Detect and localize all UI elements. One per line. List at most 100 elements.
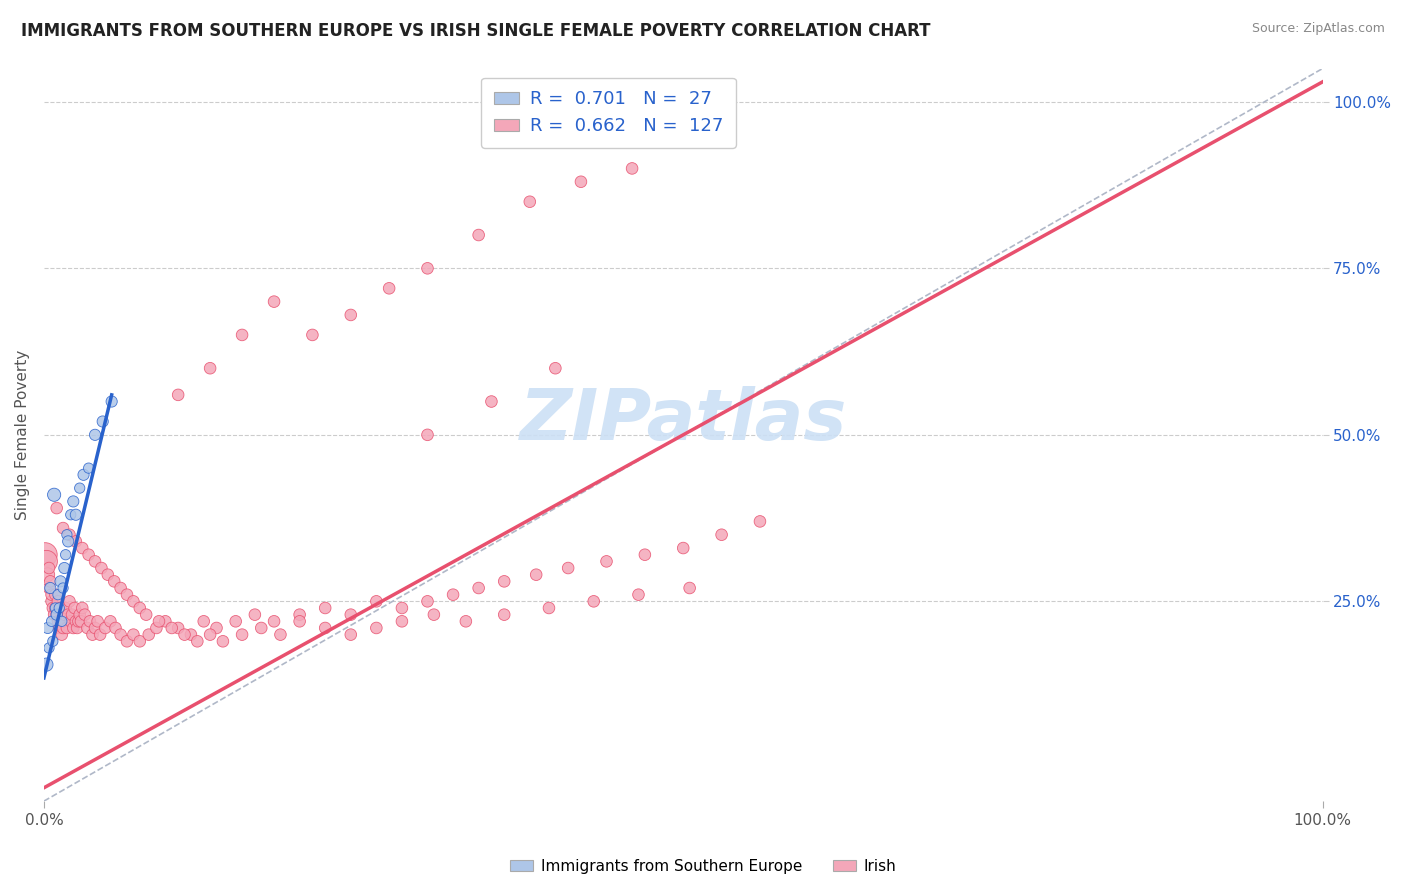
Point bbox=[672, 541, 695, 555]
Point bbox=[314, 621, 336, 635]
Point bbox=[42, 601, 65, 615]
Point bbox=[231, 627, 253, 641]
Point bbox=[39, 581, 62, 595]
Point bbox=[122, 627, 145, 641]
Point bbox=[595, 554, 617, 568]
Point bbox=[678, 581, 700, 595]
Point bbox=[198, 627, 221, 641]
Point bbox=[519, 194, 541, 209]
Point bbox=[91, 415, 114, 429]
Point bbox=[37, 567, 59, 582]
Point bbox=[58, 594, 80, 608]
Legend: Immigrants from Southern Europe, Irish: Immigrants from Southern Europe, Irish bbox=[503, 853, 903, 880]
Point bbox=[288, 607, 311, 622]
Point bbox=[494, 574, 516, 589]
Point bbox=[37, 621, 59, 635]
Point bbox=[122, 594, 145, 608]
Point bbox=[115, 588, 138, 602]
Point bbox=[49, 601, 72, 615]
Point bbox=[55, 548, 77, 562]
Point bbox=[39, 574, 62, 589]
Point bbox=[51, 627, 73, 641]
Point bbox=[35, 657, 58, 672]
Legend: R =  0.701   N =  27, R =  0.662   N =  127: R = 0.701 N = 27, R = 0.662 N = 127 bbox=[481, 78, 737, 148]
Point bbox=[94, 621, 117, 635]
Point bbox=[467, 581, 489, 595]
Point bbox=[582, 594, 605, 608]
Point bbox=[77, 461, 100, 475]
Point bbox=[45, 607, 67, 622]
Point bbox=[42, 607, 65, 622]
Point bbox=[46, 588, 69, 602]
Point bbox=[710, 527, 733, 541]
Point bbox=[56, 534, 79, 549]
Point bbox=[44, 601, 66, 615]
Point bbox=[84, 554, 107, 568]
Point bbox=[52, 621, 75, 635]
Point bbox=[115, 634, 138, 648]
Point bbox=[41, 615, 63, 629]
Point bbox=[42, 488, 65, 502]
Point bbox=[173, 627, 195, 641]
Point bbox=[557, 561, 579, 575]
Point bbox=[51, 615, 73, 629]
Point bbox=[59, 508, 82, 522]
Point bbox=[263, 615, 285, 629]
Point bbox=[38, 640, 60, 655]
Point bbox=[65, 534, 87, 549]
Point bbox=[35, 554, 58, 568]
Point bbox=[65, 508, 87, 522]
Point bbox=[49, 574, 72, 589]
Point bbox=[128, 601, 150, 615]
Point bbox=[481, 394, 503, 409]
Point bbox=[339, 308, 361, 322]
Point bbox=[82, 627, 104, 641]
Point bbox=[135, 607, 157, 622]
Point bbox=[269, 627, 291, 641]
Point bbox=[60, 607, 83, 622]
Point bbox=[180, 627, 202, 641]
Point bbox=[59, 615, 82, 629]
Point bbox=[263, 294, 285, 309]
Point bbox=[391, 601, 413, 615]
Point bbox=[53, 607, 76, 622]
Point bbox=[454, 615, 477, 629]
Point bbox=[69, 607, 91, 622]
Point bbox=[48, 621, 70, 635]
Point bbox=[67, 615, 90, 629]
Point bbox=[53, 615, 76, 629]
Point bbox=[79, 615, 101, 629]
Point bbox=[62, 621, 84, 635]
Point bbox=[288, 615, 311, 629]
Point bbox=[243, 607, 266, 622]
Point bbox=[90, 561, 112, 575]
Point bbox=[89, 627, 111, 641]
Point bbox=[416, 261, 439, 276]
Point bbox=[65, 615, 87, 629]
Point bbox=[84, 621, 107, 635]
Point bbox=[186, 634, 208, 648]
Point bbox=[44, 601, 66, 615]
Point bbox=[339, 607, 361, 622]
Point bbox=[250, 621, 273, 635]
Point bbox=[63, 601, 86, 615]
Point bbox=[76, 621, 98, 635]
Point bbox=[77, 548, 100, 562]
Point bbox=[110, 581, 132, 595]
Y-axis label: Single Female Poverty: Single Female Poverty bbox=[15, 350, 30, 520]
Point bbox=[100, 615, 122, 629]
Point bbox=[69, 481, 91, 495]
Point bbox=[621, 161, 644, 176]
Point bbox=[70, 541, 93, 555]
Point bbox=[423, 607, 446, 622]
Point bbox=[100, 394, 122, 409]
Point bbox=[56, 621, 79, 635]
Point bbox=[45, 501, 67, 516]
Point bbox=[467, 227, 489, 242]
Point bbox=[104, 621, 127, 635]
Text: IMMIGRANTS FROM SOUTHERN EUROPE VS IRISH SINGLE FEMALE POVERTY CORRELATION CHART: IMMIGRANTS FROM SOUTHERN EUROPE VS IRISH… bbox=[21, 22, 931, 40]
Point bbox=[73, 607, 96, 622]
Point bbox=[634, 548, 657, 562]
Point bbox=[44, 588, 66, 602]
Point bbox=[52, 581, 75, 595]
